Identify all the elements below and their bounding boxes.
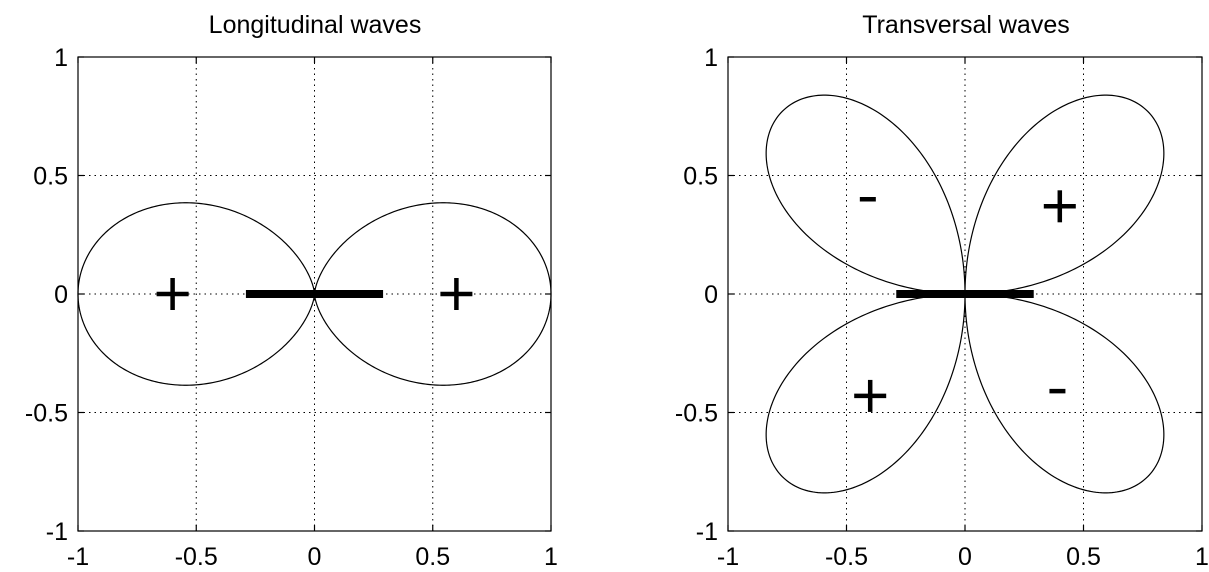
- chart-title: Longitudinal waves: [209, 11, 422, 39]
- y-tick-label: -0.5: [25, 400, 68, 428]
- x-tick-label: -1: [67, 543, 89, 571]
- y-tick-label: 0.5: [33, 163, 68, 191]
- x-tick-label: 0.5: [1066, 543, 1101, 571]
- x-tick-label: 1: [1195, 543, 1209, 571]
- x-tick-label: 0.5: [415, 543, 450, 571]
- y-tick-label: 0: [54, 281, 68, 309]
- x-tick-label: -0.5: [825, 543, 868, 571]
- x-tick-label: 0: [308, 543, 322, 571]
- x-tick-label: -0.5: [175, 543, 218, 571]
- y-tick-label: 1: [704, 44, 718, 72]
- y-tick-label: -1: [696, 518, 718, 546]
- y-tick-label: 0.5: [683, 163, 718, 191]
- x-tick-label: 1: [544, 543, 558, 571]
- x-tick-label: 0: [958, 543, 972, 571]
- plot-marks: [765, 94, 1165, 494]
- ticks: -1 -0.5 0 0.5 1 1 0.5 0 -0.5 -1: [675, 44, 1209, 571]
- y-tick-label: 0: [704, 281, 718, 309]
- longitudinal-panel: Longitudinal waves -1 -0.5 0 0.5 110.50-0.5-…: [25, 11, 558, 571]
- ticks: -1 -0.5 0 0.5 1 1 0.5 0 -0.5 -1: [25, 44, 558, 571]
- transversal-panel: Transversal waves -1 -0.5 0 0.5 1 1 0.5 0 -0.5 -1: [675, 11, 1209, 571]
- chart-title: Transversal waves: [862, 11, 1069, 39]
- y-tick-label: 1: [54, 44, 68, 72]
- y-tick-label: -1: [46, 518, 68, 546]
- x-tick-label: -1: [717, 543, 739, 571]
- y-tick-label: -0.5: [675, 400, 718, 428]
